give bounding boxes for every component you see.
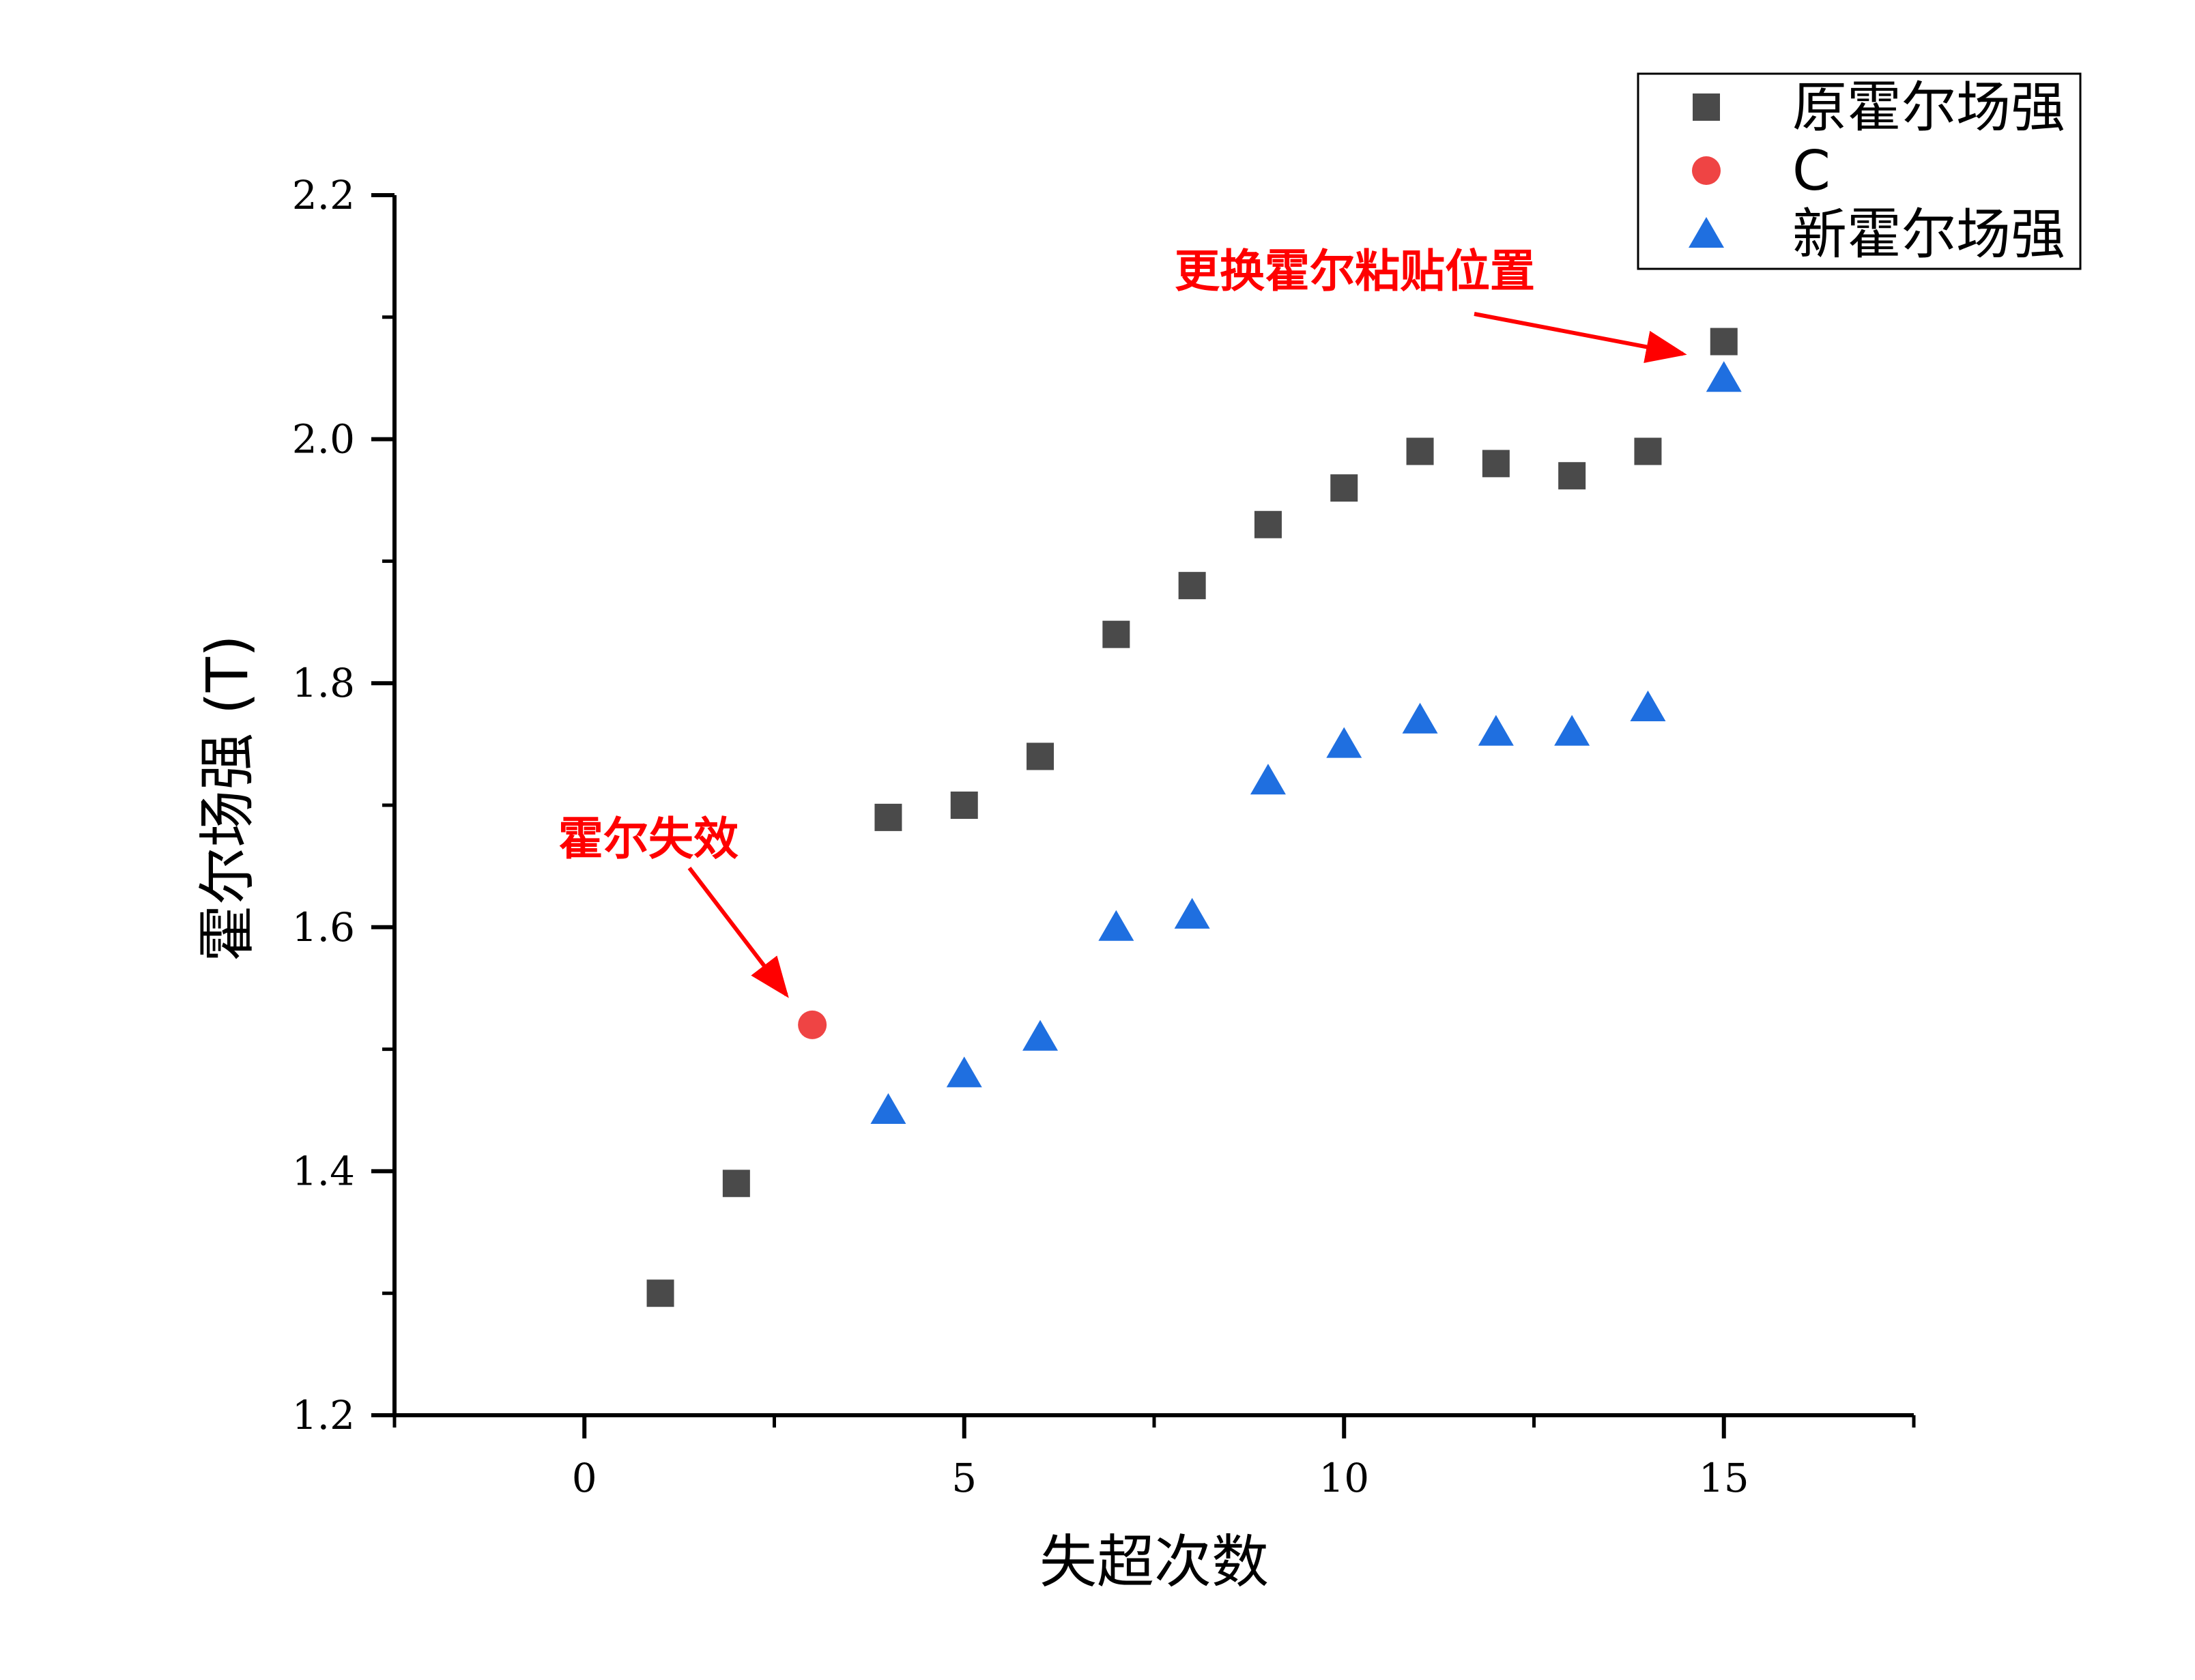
y-tick-label: 1.6 (292, 904, 355, 951)
y-axis-title: 霍尔场强 (T) (194, 635, 261, 962)
legend-marker-square (1693, 93, 1720, 121)
y-tick-label: 2.0 (292, 416, 355, 463)
legend-marker-circle (1692, 156, 1721, 185)
data-point-triangle (870, 1093, 906, 1124)
series-circle (798, 1010, 827, 1039)
y-tick-label: 2.2 (292, 172, 355, 218)
x-tick-label: 10 (1319, 1455, 1369, 1501)
annotations: 霍尔失效 更换霍尔粘贴位置 (558, 245, 1687, 998)
legend-label: 新霍尔场强 (1792, 203, 2065, 266)
x-tick-label: 0 (572, 1455, 597, 1501)
data-point-triangle (1706, 361, 1742, 392)
data-point-square (1710, 328, 1738, 356)
annotation-arrow (1474, 312, 1687, 363)
data-point-triangle (1174, 897, 1210, 929)
data-point-triangle (1098, 910, 1134, 941)
data-point-square (874, 803, 902, 831)
plot-area: 1.2 1.4 1.6 1.8 2.0 2.2 0 5 10 15 (292, 172, 1916, 1501)
data-point-triangle (1250, 764, 1286, 795)
data-point-square (1027, 742, 1055, 770)
data-point-triangle (1478, 714, 1514, 746)
data-point-square (1634, 437, 1662, 465)
x-tick-label: 5 (951, 1455, 977, 1501)
data-point-square (1102, 620, 1130, 648)
data-point-square (1482, 450, 1510, 478)
data-point-square (1558, 462, 1586, 490)
data-point-triangle (1630, 690, 1666, 721)
data-points (646, 328, 1742, 1307)
data-point-triangle (946, 1056, 982, 1088)
data-point-triangle (1022, 1019, 1059, 1051)
annotation-hall-failure: 霍尔失效 (558, 813, 738, 865)
y-tick-label: 1.2 (292, 1392, 355, 1438)
data-point-square (1330, 474, 1358, 502)
y-tick-label: 1.4 (292, 1148, 355, 1194)
data-point-square (646, 1279, 674, 1307)
data-point-square (1254, 510, 1282, 538)
data-point-triangle (1326, 727, 1362, 758)
y-tick-label: 1.8 (292, 660, 355, 706)
x-tick-label: 15 (1699, 1455, 1749, 1501)
legend-label: C (1792, 139, 1831, 203)
data-point-triangle (1554, 714, 1590, 746)
y-axis-ticks: 1.2 1.4 1.6 1.8 2.0 2.2 (292, 172, 394, 1438)
annotation-replace-position: 更换霍尔粘贴位置 (1175, 245, 1535, 298)
data-point-square (722, 1170, 750, 1198)
legend-label: 原霍尔场强 (1792, 76, 2065, 139)
data-point-square (950, 792, 978, 819)
data-point-circle (798, 1010, 827, 1039)
series-square (646, 328, 1738, 1307)
legend-marker-triangle (1689, 217, 1724, 248)
x-axis-ticks: 0 5 10 15 (392, 1415, 1916, 1501)
annotation-arrow (687, 867, 789, 998)
x-axis-title: 失超次数 (1039, 1529, 1269, 1595)
data-point-square (1406, 437, 1434, 465)
series-triangle (870, 361, 1742, 1124)
data-point-square (1178, 572, 1206, 600)
data-point-triangle (1402, 702, 1438, 734)
